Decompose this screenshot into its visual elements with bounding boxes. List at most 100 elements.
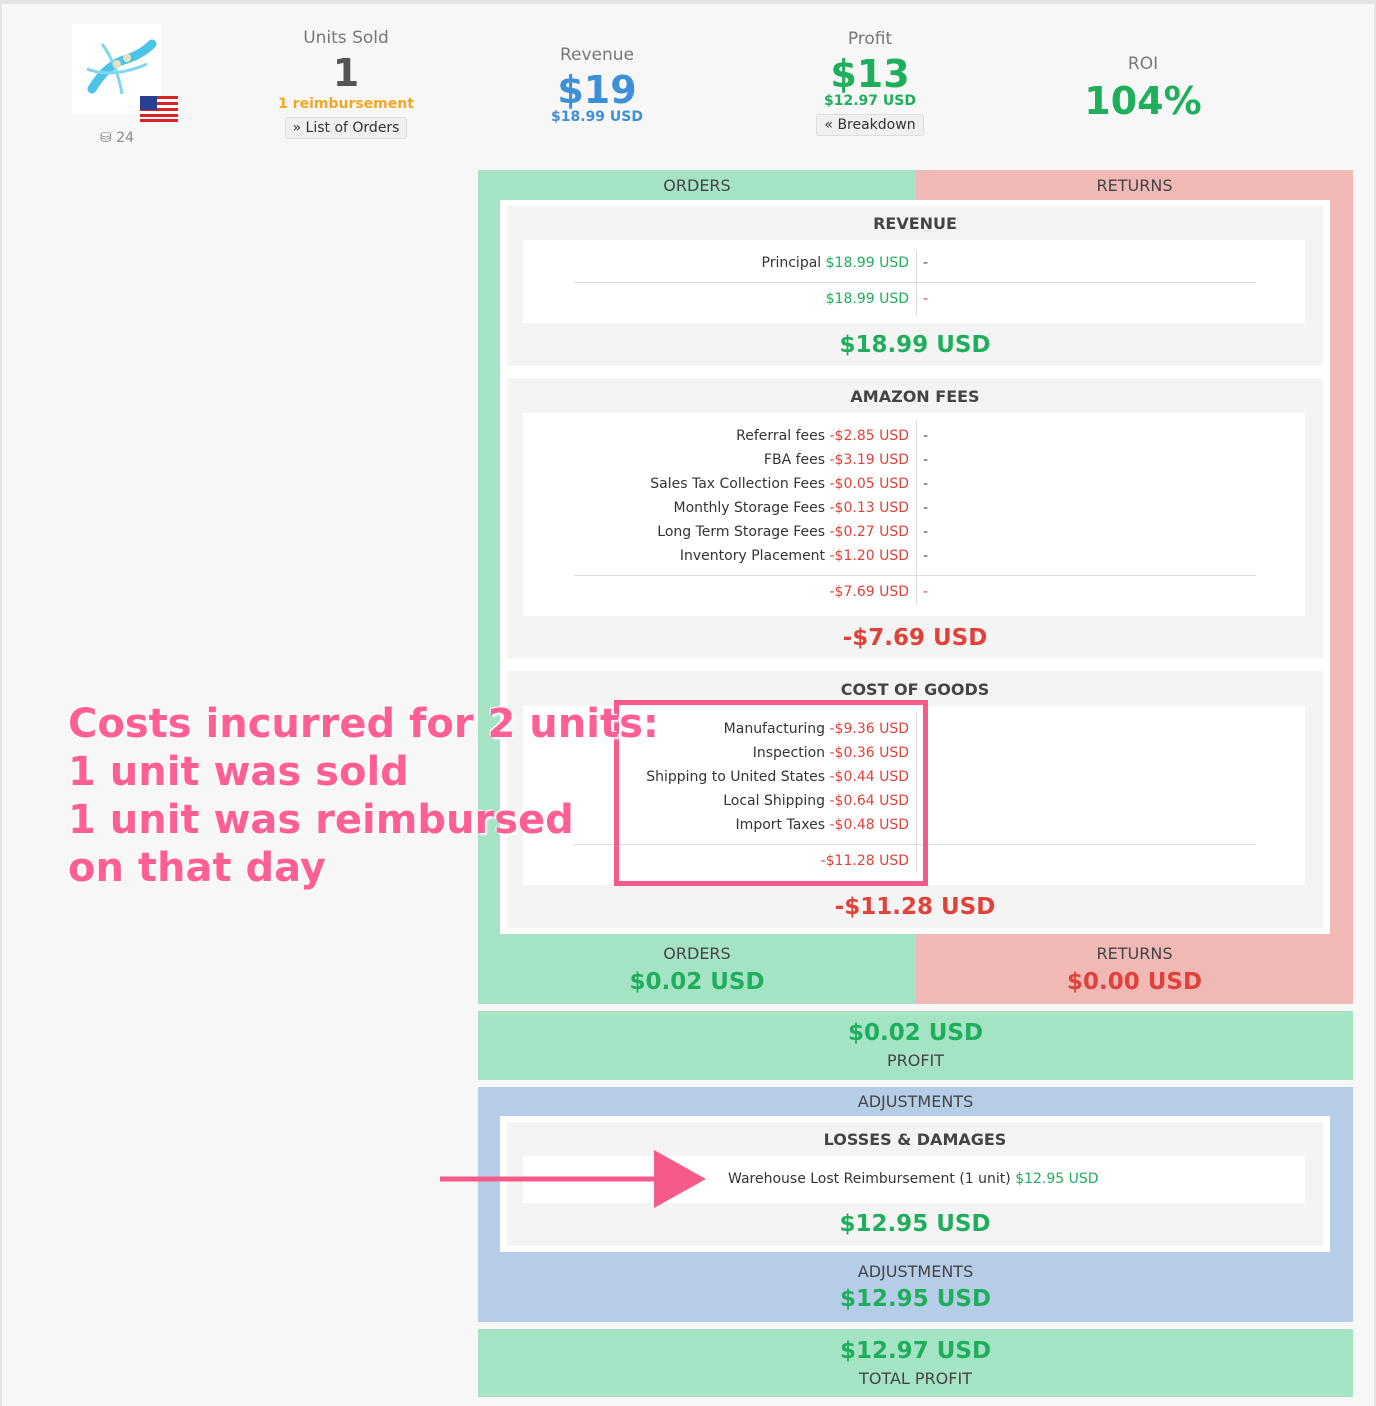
profit-section bbox=[478, 1011, 1353, 1080]
revenue-table bbox=[523, 240, 1305, 323]
revenue-subtotal-returns: - bbox=[923, 291, 929, 307]
cogs-row-value: -$0.36 USD bbox=[829, 745, 910, 761]
profit-total-value: $0.02 USD bbox=[847, 1020, 984, 1046]
cubes-icon: ⛁ bbox=[100, 130, 112, 146]
cost-of-goods-title: COST OF GOODS bbox=[840, 680, 990, 699]
fee-row: FBA fees -$3.19 USD bbox=[764, 452, 909, 468]
fee-row: Inventory Placement -$1.20 USD bbox=[680, 548, 909, 564]
adjustments-footer-label: ADJUSTMENTS bbox=[857, 1262, 974, 1281]
cogs-row-label: Local Shipping bbox=[723, 793, 826, 809]
cogs-row-label: Shipping to United States bbox=[646, 769, 826, 785]
cogs-row-value: -$0.44 USD bbox=[829, 769, 910, 785]
cogs-row-label: Inspection bbox=[752, 745, 826, 761]
list-of-orders-button[interactable]: » List of Orders bbox=[284, 117, 408, 139]
fee-row-returns: - bbox=[923, 548, 929, 564]
total-profit-value: $12.97 USD bbox=[839, 1338, 992, 1364]
fee-row-value: -$0.05 USD bbox=[829, 476, 910, 492]
orders-total-value: $0.02 USD bbox=[629, 969, 765, 995]
fee-row-returns: - bbox=[923, 452, 929, 468]
losses-total: $12.95 USD bbox=[839, 1211, 991, 1237]
fee-row: Long Term Storage Fees -$0.27 USD bbox=[657, 524, 909, 540]
fees-total: -$7.69 USD bbox=[842, 625, 988, 651]
amazon-fees-divider bbox=[916, 420, 917, 605]
fee-row: Sales Tax Collection Fees -$0.05 USD bbox=[650, 476, 909, 492]
revenue-sub-value: $18.99 USD bbox=[551, 109, 643, 125]
fees-subtotal: -$7.69 USD bbox=[829, 584, 910, 600]
returns-total-label: RETURNS bbox=[1096, 944, 1173, 963]
variation-count: ⛁ 24 bbox=[100, 130, 134, 146]
fee-row-returns: - bbox=[923, 428, 929, 444]
fee-row-label: Inventory Placement bbox=[679, 548, 826, 564]
cogs-row: Shipping to United States -$0.44 USD bbox=[646, 769, 909, 785]
revenue-divider bbox=[916, 250, 917, 316]
units-sold-label: Units Sold bbox=[303, 28, 389, 48]
adjustments-header: ADJUSTMENTS bbox=[857, 1092, 974, 1111]
fee-row-value: -$0.27 USD bbox=[829, 524, 910, 540]
revenue-section-title: REVENUE bbox=[873, 214, 957, 233]
annotation-line: on that day bbox=[68, 845, 326, 891]
revenue-stat: Revenue $19 $18.99 USD bbox=[517, 45, 677, 125]
losses-row-value: $12.95 USD bbox=[1015, 1171, 1099, 1187]
breakdown-label: Breakdown bbox=[837, 117, 916, 133]
revenue-row: Principal $18.99 USD bbox=[762, 255, 909, 271]
orders-total-label: ORDERS bbox=[663, 944, 731, 963]
cogs-subtotal-line bbox=[574, 844, 1256, 845]
double-chevron-up-icon: « bbox=[824, 117, 833, 133]
revenue-row-returns: - bbox=[923, 255, 929, 271]
amazon-fees-title: AMAZON FEES bbox=[850, 387, 980, 406]
returns-total-value: $0.00 USD bbox=[1066, 969, 1203, 995]
revenue-total: $18.99 USD bbox=[839, 332, 991, 358]
fee-row: Referral fees -$2.85 USD bbox=[736, 428, 909, 444]
cogs-row: Import Taxes -$0.48 USD bbox=[736, 817, 909, 833]
losses-row: Warehouse Lost Reimbursement (1 unit) $1… bbox=[728, 1171, 1099, 1187]
profit-value: $13 bbox=[830, 52, 910, 96]
profit-total-label: PROFIT bbox=[886, 1051, 945, 1070]
total-profit-section bbox=[478, 1329, 1353, 1397]
roi-stat: ROI 104% bbox=[1063, 54, 1223, 120]
cogs-row: Inspection -$0.36 USD bbox=[753, 745, 909, 761]
fees-subtotal-line bbox=[574, 575, 1256, 576]
annotation-text: Costs incurred for 2 units: 1 unit was s… bbox=[68, 700, 659, 892]
variation-count-value: 24 bbox=[116, 130, 135, 146]
annotation-line: 1 unit was sold bbox=[68, 749, 409, 795]
orders-header: ORDERS bbox=[663, 176, 731, 195]
fees-subtotal-returns: - bbox=[923, 584, 929, 600]
roi-value: 104% bbox=[1084, 79, 1202, 123]
adjustments-footer-value: $12.95 USD bbox=[839, 1286, 992, 1312]
revenue-row-label: Principal bbox=[761, 255, 822, 271]
fee-row-value: -$1.20 USD bbox=[829, 548, 910, 564]
fee-row-label: Sales Tax Collection Fees bbox=[650, 476, 826, 492]
amazon-fees-table bbox=[523, 413, 1305, 616]
cogs-row-value: -$9.36 USD bbox=[829, 721, 910, 737]
losses-title: LOSSES & DAMAGES bbox=[823, 1130, 1007, 1149]
revenue-subtotal: $18.99 USD bbox=[825, 291, 909, 307]
returns-header: RETURNS bbox=[1096, 176, 1173, 195]
us-flag-icon bbox=[140, 96, 178, 122]
fee-row: Monthly Storage Fees -$0.13 USD bbox=[674, 500, 910, 516]
cogs-row: Manufacturing -$9.36 USD bbox=[724, 721, 909, 737]
revenue-value: $19 bbox=[557, 68, 637, 112]
fee-row-returns: - bbox=[923, 476, 929, 492]
breakdown-button[interactable]: « Breakdown bbox=[816, 114, 924, 136]
cogs-row: Local Shipping -$0.64 USD bbox=[723, 793, 909, 809]
units-sold-stat: Units Sold 1 1 reimbursement » List of O… bbox=[266, 28, 426, 139]
cogs-subtotal: -$11.28 USD bbox=[820, 853, 909, 869]
cogs-row-value: -$0.64 USD bbox=[829, 793, 910, 809]
fee-row-value: -$3.19 USD bbox=[829, 452, 910, 468]
units-sold-value: 1 bbox=[332, 51, 360, 95]
cogs-divider bbox=[916, 713, 917, 873]
reimbursement-note: 1 reimbursement bbox=[278, 96, 414, 112]
cogs-row-label: Manufacturing bbox=[723, 721, 826, 737]
losses-row-label: Warehouse Lost Reimbursement (1 unit) bbox=[728, 1171, 1011, 1187]
annotation-line: Costs incurred for 2 units: bbox=[68, 701, 659, 747]
cost-highlight-box bbox=[614, 700, 928, 886]
arrow-right-icon bbox=[440, 1150, 706, 1208]
fee-row-label: FBA fees bbox=[763, 452, 826, 468]
annotation-line: 1 unit was reimbursed bbox=[68, 797, 574, 843]
revenue-label: Revenue bbox=[559, 45, 635, 65]
fee-row-value: -$0.13 USD bbox=[829, 500, 910, 516]
profit-sub-value: $12.97 USD bbox=[824, 93, 916, 109]
cost-of-goods-table bbox=[523, 706, 1305, 885]
profit-stat: Profit $13 $12.97 USD « Breakdown bbox=[790, 29, 950, 136]
